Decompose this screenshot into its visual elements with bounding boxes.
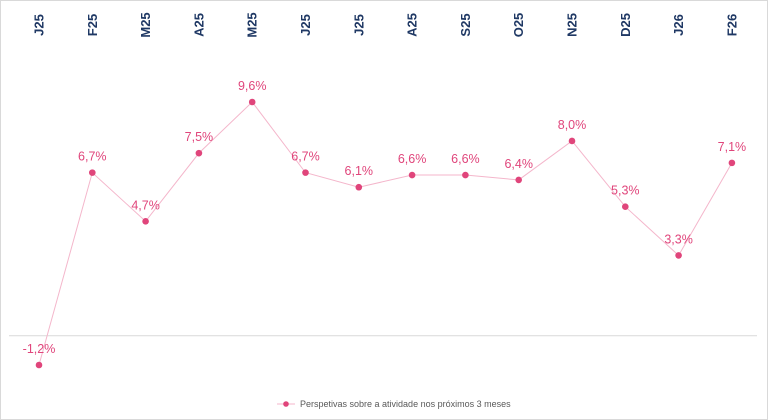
- data-point: [728, 159, 736, 167]
- x-tick-label: O25: [511, 13, 526, 38]
- x-tick-label: M25: [245, 12, 260, 37]
- data-label: 5,3%: [611, 184, 640, 198]
- x-tick-label: F26: [724, 14, 739, 36]
- x-tick-label: J25: [32, 14, 47, 36]
- data-label: 6,7%: [291, 150, 320, 164]
- data-label: 8,0%: [558, 118, 587, 132]
- data-point: [195, 149, 203, 157]
- data-point: [568, 137, 576, 145]
- data-point: [675, 252, 682, 259]
- data-point: [35, 361, 43, 369]
- data-point: [408, 171, 416, 179]
- series-line: [38, 101, 733, 366]
- data-point: [355, 183, 363, 191]
- legend-dot-marker: [283, 401, 289, 407]
- data-label: -1,2%: [23, 342, 56, 356]
- data-label: 9,6%: [238, 79, 267, 93]
- data-point: [622, 203, 629, 211]
- x-tick-label: F25: [85, 14, 100, 36]
- data-point: [462, 171, 469, 179]
- data-label: 7,5%: [185, 130, 214, 144]
- x-tick-label: A25: [191, 13, 206, 37]
- data-label: 6,1%: [345, 164, 374, 178]
- data-label: 7,1%: [718, 140, 747, 154]
- data-point: [89, 169, 96, 176]
- data-label: 6,4%: [504, 157, 533, 171]
- data-label: 6,7%: [78, 150, 107, 164]
- x-tick-label: J26: [671, 14, 686, 36]
- x-tick-label: J25: [298, 14, 313, 36]
- data-label: 6,6%: [398, 152, 427, 166]
- data-label: 4,7%: [131, 198, 160, 212]
- x-tick-label: D25: [618, 13, 633, 37]
- data-point: [142, 218, 149, 225]
- data-label: 6,6%: [451, 152, 480, 166]
- x-tick-label: N25: [565, 13, 580, 37]
- legend: Perspetivas sobre a atividade nos próxim…: [277, 399, 511, 409]
- legend-label: Perspetivas sobre a atividade nos próxim…: [300, 399, 511, 409]
- x-tick-label: M25: [138, 12, 153, 37]
- data-point: [248, 98, 256, 106]
- x-tick-labels: J25 F25 M25 A25 M25 J25 J25 A25 S25 O25 N25 D25 J26 F…: [32, 12, 740, 37]
- data-label: 3,3%: [664, 232, 693, 246]
- data-labels: -1,2% 6,7% 4,7% 7,5% 9,6% 6,7% 6,1% 6,6% 6,6% 6,4…: [23, 79, 746, 356]
- x-tick-label: A25: [405, 13, 420, 37]
- data-point: [302, 169, 309, 176]
- data-points: [35, 98, 736, 369]
- data-point: [515, 176, 522, 184]
- x-tick-label: S25: [458, 13, 473, 36]
- x-tick-label: J25: [351, 14, 366, 36]
